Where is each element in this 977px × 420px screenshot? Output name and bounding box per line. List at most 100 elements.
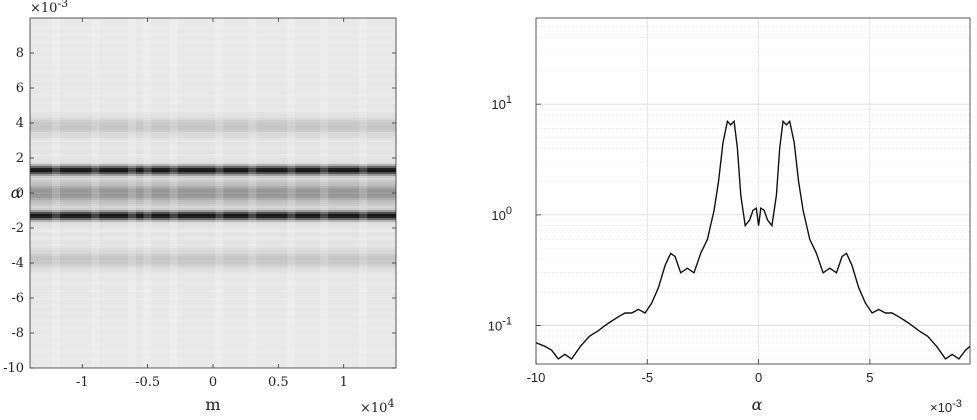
heatmap-row — [30, 56, 396, 59]
heatmap-row — [30, 288, 396, 291]
heatmap-row — [30, 280, 396, 283]
heatmap-row — [30, 186, 396, 189]
heatmap-row — [30, 230, 396, 233]
heatmap-row — [30, 70, 396, 73]
heatmap-row — [30, 200, 396, 203]
heatmap-row — [30, 148, 396, 151]
heatmap-row — [30, 74, 396, 77]
heatmap-row — [30, 302, 396, 305]
heatmap-row — [30, 114, 396, 117]
heatmap-row — [30, 64, 396, 67]
heatmap-row — [30, 78, 396, 81]
heatmap-row — [30, 98, 396, 101]
heatmap-row — [30, 48, 396, 51]
heatmap-row — [30, 202, 396, 205]
heatmap-row — [30, 178, 396, 181]
heatmap-x-tick-label: 0.5 — [268, 375, 289, 390]
heatmap-row — [30, 322, 396, 325]
heatmap-row — [30, 362, 396, 365]
heatmap-row — [30, 124, 396, 127]
heatmap-row — [30, 286, 396, 289]
heatmap-row — [30, 296, 396, 299]
heatmap-y-tick-label: -2 — [11, 221, 24, 236]
heatmap-row — [30, 134, 396, 137]
heatmap-row — [30, 276, 396, 279]
heatmap-x-label: m — [205, 395, 220, 414]
heatmap-row — [30, 338, 396, 341]
heatmap-row — [30, 66, 396, 69]
heatmap-row — [30, 308, 396, 311]
heatmap-row — [30, 88, 396, 91]
spectrum-y-tick-label: 101 — [491, 94, 512, 112]
heatmap-row — [30, 332, 396, 335]
heatmap-row — [30, 172, 396, 175]
heatmap-row — [30, 44, 396, 47]
heatmap-row — [30, 110, 396, 113]
heatmap-row — [30, 30, 396, 33]
spectrum-x-tick-label: 0 — [755, 370, 762, 385]
heatmap-row — [30, 350, 396, 353]
heatmap-texture-column — [248, 18, 257, 368]
heatmap-row — [30, 108, 396, 111]
heatmap-row — [30, 356, 396, 359]
heatmap-row — [30, 38, 396, 41]
heatmap-row — [30, 306, 396, 309]
spectrum-y-tick-label: 100 — [491, 205, 512, 223]
heatmap-row — [30, 270, 396, 273]
heatmap-row — [30, 272, 396, 275]
heatmap-row — [30, 294, 396, 297]
heatmap-row — [30, 222, 396, 225]
spectrum-panel: -10 -5 0 5 101 100 10-1 α ×10-3 — [488, 17, 971, 415]
heatmap-row — [30, 32, 396, 35]
spectrum-x-tick-label: -5 — [642, 370, 654, 385]
heatmap-row — [30, 82, 396, 85]
heatmap-row — [30, 342, 396, 345]
heatmap-row — [30, 196, 396, 199]
heatmap-row — [30, 58, 396, 61]
heatmap-row — [30, 290, 396, 293]
heatmap-row — [30, 184, 396, 187]
heatmap-row — [30, 26, 396, 29]
heatmap-x-ticks: -1 -0.5 0 0.5 1 — [76, 18, 348, 390]
heatmap-row — [30, 96, 396, 99]
heatmap-row — [30, 128, 396, 131]
heatmap-row — [30, 188, 396, 191]
heatmap-row — [30, 220, 396, 223]
heatmap-row — [30, 360, 396, 363]
heatmap-row — [30, 320, 396, 323]
heatmap-row — [30, 316, 396, 319]
heatmap-row — [30, 248, 396, 251]
heatmap-row — [30, 250, 396, 253]
heatmap-row — [30, 90, 396, 93]
heatmap-row — [30, 298, 396, 301]
heatmap-row — [30, 330, 396, 333]
heatmap-row — [30, 252, 396, 255]
heatmap-row — [30, 254, 396, 257]
heatmap-y-tick-label: 6 — [16, 81, 24, 96]
heatmap-row — [30, 234, 396, 237]
heatmap-row — [30, 334, 396, 337]
spectrum-line — [536, 119, 970, 360]
heatmap-row — [30, 282, 396, 285]
heatmap-row — [30, 260, 396, 263]
heatmap-row — [30, 156, 396, 159]
heatmap-row — [30, 142, 396, 145]
heatmap-row — [30, 242, 396, 245]
heatmap-row — [30, 112, 396, 115]
heatmap-row — [30, 192, 396, 195]
heatmap-row — [30, 116, 396, 119]
heatmap-y-tick-label: -10 — [3, 361, 24, 376]
heatmap-row — [30, 52, 396, 55]
heatmap-x-multiplier: ×104 — [360, 397, 394, 416]
heatmap-texture-column — [169, 18, 178, 368]
heatmap-row — [30, 264, 396, 267]
spectrum-x-label: α — [752, 395, 763, 414]
heatmap-y-tick-label: -4 — [11, 256, 24, 271]
heatmap-y-label: α — [11, 183, 22, 202]
heatmap-row — [30, 150, 396, 153]
heatmap-x-tick-label: -1 — [76, 375, 89, 390]
heatmap-texture-column — [91, 18, 100, 368]
heatmap-row — [30, 46, 396, 49]
